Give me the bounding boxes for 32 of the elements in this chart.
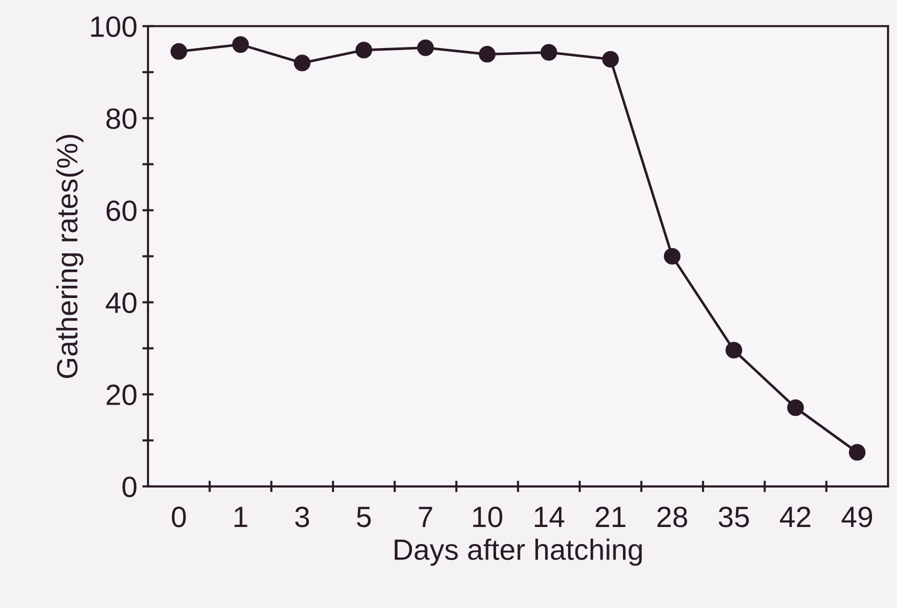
x-tick-label: 7 (418, 506, 432, 527)
point (478, 46, 496, 63)
x-tick-label: 35 (718, 506, 749, 528)
y-tick-label: 60 (106, 200, 136, 222)
point (726, 342, 742, 358)
point (540, 44, 558, 61)
point (232, 36, 249, 53)
y-tick-label: 0 (122, 476, 136, 498)
point (356, 42, 372, 58)
x-tick-label: 49 (842, 506, 872, 528)
x-tick-label: 42 (780, 506, 810, 527)
x-tick-label: 21 (596, 506, 626, 527)
x-axis-title: Days after hatching (394, 538, 642, 566)
y-tick-label: 40 (106, 292, 136, 314)
point (602, 50, 619, 68)
x-tick-label: 0 (172, 506, 186, 528)
y-tick-label: 100 (91, 16, 136, 37)
point (664, 248, 681, 265)
x-tick-label: 10 (473, 506, 502, 528)
x-tick-label: 28 (657, 506, 688, 528)
point (787, 399, 804, 416)
x-tick-label: 1 (234, 506, 248, 527)
x-tick-label: 14 (534, 506, 564, 527)
y-axis-title: Gathering rates(%) (56, 134, 84, 378)
point (848, 444, 866, 461)
y-tick-label: 80 (106, 108, 136, 130)
x-tick-label: 3 (295, 506, 310, 528)
point (417, 39, 434, 56)
point (294, 54, 311, 72)
y-tick-label: 20 (106, 384, 136, 406)
x-tick-label: 5 (356, 506, 371, 528)
point (170, 43, 188, 60)
